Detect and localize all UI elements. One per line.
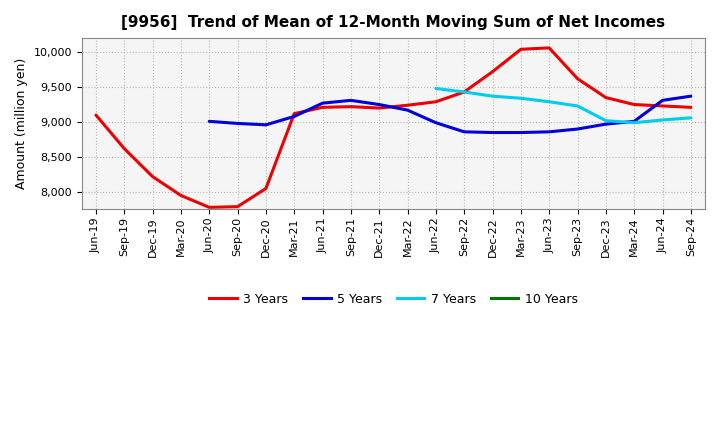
3 Years — [658, 103, 667, 109]
3 Years — [516, 47, 525, 52]
7 Years — [488, 94, 497, 99]
3 Years — [318, 105, 327, 110]
5 Years — [346, 98, 355, 103]
5 Years — [375, 102, 384, 107]
Title: [9956]  Trend of Mean of 12-Month Moving Sum of Net Incomes: [9956] Trend of Mean of 12-Month Moving … — [122, 15, 665, 30]
5 Years — [318, 100, 327, 106]
7 Years — [545, 99, 554, 104]
3 Years — [205, 205, 214, 210]
7 Years — [601, 118, 610, 123]
3 Years — [375, 106, 384, 111]
5 Years — [233, 121, 242, 126]
5 Years — [488, 130, 497, 135]
3 Years — [403, 103, 412, 108]
5 Years — [261, 122, 270, 128]
5 Years — [460, 129, 469, 135]
5 Years — [403, 107, 412, 113]
3 Years — [431, 99, 440, 104]
3 Years — [346, 104, 355, 109]
3 Years — [233, 204, 242, 209]
3 Years — [176, 193, 185, 198]
3 Years — [460, 89, 469, 95]
7 Years — [573, 103, 582, 109]
5 Years — [601, 121, 610, 127]
7 Years — [686, 115, 695, 121]
7 Years — [460, 89, 469, 95]
7 Years — [658, 117, 667, 123]
5 Years — [686, 94, 695, 99]
Line: 3 Years: 3 Years — [96, 48, 690, 207]
5 Years — [431, 120, 440, 125]
Line: 7 Years: 7 Years — [436, 88, 690, 123]
5 Years — [658, 98, 667, 103]
3 Years — [686, 105, 695, 110]
3 Years — [148, 174, 157, 179]
7 Years — [516, 95, 525, 101]
Line: 5 Years: 5 Years — [210, 96, 690, 132]
Y-axis label: Amount (million yen): Amount (million yen) — [15, 58, 28, 189]
5 Years — [573, 126, 582, 132]
Legend: 3 Years, 5 Years, 7 Years, 10 Years: 3 Years, 5 Years, 7 Years, 10 Years — [204, 288, 582, 311]
5 Years — [516, 130, 525, 135]
7 Years — [431, 86, 440, 91]
3 Years — [120, 146, 129, 151]
3 Years — [488, 69, 497, 74]
5 Years — [290, 114, 299, 119]
3 Years — [91, 112, 100, 117]
3 Years — [601, 95, 610, 100]
5 Years — [630, 119, 639, 124]
3 Years — [261, 186, 270, 191]
5 Years — [545, 129, 554, 135]
7 Years — [630, 120, 639, 125]
3 Years — [290, 111, 299, 116]
5 Years — [205, 119, 214, 124]
3 Years — [545, 45, 554, 51]
3 Years — [573, 76, 582, 81]
3 Years — [630, 102, 639, 107]
